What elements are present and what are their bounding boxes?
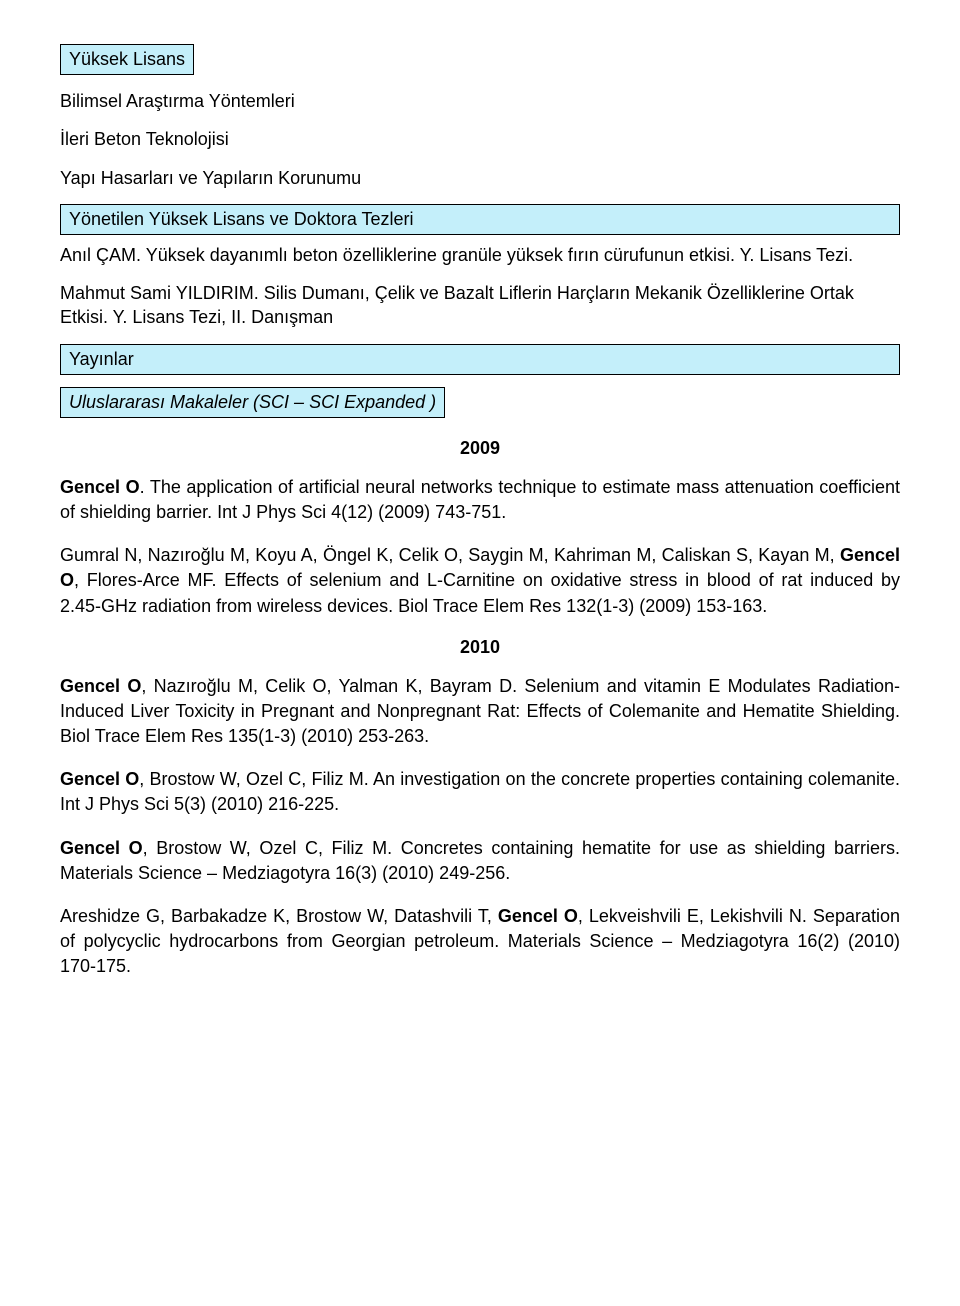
year-2010: 2010 [60, 637, 900, 658]
subsection-uluslararasi-makaleler: Uluslararası Makaleler (SCI – SCI Expand… [60, 387, 445, 418]
thesis-2: Mahmut Sami YILDIRIM. Silis Dumanı, Çeli… [60, 281, 900, 330]
course-line-1: Bilimsel Araştırma Yöntemleri [60, 89, 900, 113]
course-line-3: Yapı Hasarları ve Yapıların Korunumu [60, 166, 900, 190]
course-line-2: İleri Beton Teknolojisi [60, 127, 900, 151]
author-bold: Gencel O [60, 676, 141, 696]
section-yonetilen-tezler: Yönetilen Yüksek Lisans ve Doktora Tezle… [60, 204, 900, 235]
publication-text: . The application of artificial neural n… [60, 477, 900, 522]
author-bold: Gencel O [498, 906, 578, 926]
publication-text: , Nazıroğlu M, Celik O, Yalman K, Bayram… [60, 676, 900, 746]
author-bold: Gencel O [60, 838, 143, 858]
publication-text: , Flores-Arce MF. Effects of selenium an… [60, 570, 900, 615]
publication-text: Gumral N, Nazıroğlu M, Koyu A, Öngel K, … [60, 545, 840, 565]
publication-text: , Brostow W, Ozel C, Filiz M. Concretes … [60, 838, 900, 883]
publication-text: Areshidze G, Barbakadze K, Brostow W, Da… [60, 906, 498, 926]
thesis-1: Anıl ÇAM. Yüksek dayanımlı beton özellik… [60, 243, 900, 267]
section-yayinlar: Yayınlar [60, 344, 900, 375]
publication-3: Gencel O, Nazıroğlu M, Celik O, Yalman K… [60, 674, 900, 750]
publication-5: Gencel O, Brostow W, Ozel C, Filiz M. Co… [60, 836, 900, 886]
publication-text: , Brostow W, Ozel C, Filiz M. An investi… [60, 769, 900, 814]
publication-2: Gumral N, Nazıroğlu M, Koyu A, Öngel K, … [60, 543, 900, 619]
year-2009: 2009 [60, 438, 900, 459]
publication-4: Gencel O, Brostow W, Ozel C, Filiz M. An… [60, 767, 900, 817]
publication-1: Gencel O. The application of artificial … [60, 475, 900, 525]
author-bold: Gencel O [60, 477, 140, 497]
section-yuksek-lisans: Yüksek Lisans [60, 44, 194, 75]
author-bold: Gencel O [60, 769, 139, 789]
publication-6: Areshidze G, Barbakadze K, Brostow W, Da… [60, 904, 900, 980]
